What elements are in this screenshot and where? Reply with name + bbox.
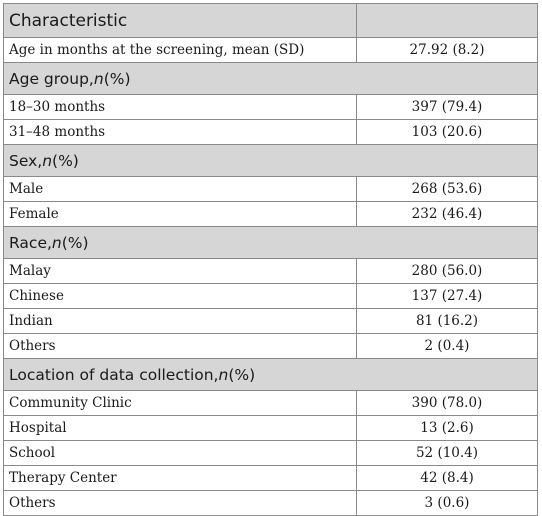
section-label-text: Sex, bbox=[9, 152, 42, 170]
table-row: 18–30 months 397 (79.4) bbox=[4, 94, 537, 119]
table-header-row: Characteristic bbox=[4, 4, 537, 37]
table-row: Male 268 (53.6) bbox=[4, 176, 537, 201]
section-row: Location of data collection, n (%) bbox=[4, 358, 537, 390]
table-row: Therapy Center 42 (8.4) bbox=[4, 465, 537, 490]
row-value: 27.92 (8.2) bbox=[357, 38, 537, 62]
section-label-text: Race, bbox=[9, 234, 52, 252]
row-value: 42 (8.4) bbox=[357, 466, 537, 490]
table-row: Malay 280 (56.0) bbox=[4, 258, 537, 283]
table-row: 31–48 months 103 (20.6) bbox=[4, 119, 537, 144]
characteristics-table: Characteristic Age in months at the scre… bbox=[3, 3, 538, 516]
header-characteristic: Characteristic bbox=[4, 4, 357, 37]
section-label-text: Location of data collection, bbox=[9, 366, 219, 384]
row-value: 397 (79.4) bbox=[357, 95, 537, 119]
table-row: Chinese 137 (27.4) bbox=[4, 283, 537, 308]
row-value: 3 (0.6) bbox=[357, 491, 537, 515]
row-value: 268 (53.6) bbox=[357, 177, 537, 201]
section-row: Age group, n (%) bbox=[4, 62, 537, 94]
row-label: 18–30 months bbox=[4, 95, 357, 119]
row-label: School bbox=[4, 441, 357, 465]
section-label-n: n bbox=[52, 234, 62, 252]
row-label: Others bbox=[4, 334, 357, 358]
section-label-suffix: (%) bbox=[104, 70, 131, 88]
table-row: Hospital 13 (2.6) bbox=[4, 415, 537, 440]
table-row: Others 3 (0.6) bbox=[4, 490, 537, 515]
row-value: 232 (46.4) bbox=[357, 202, 537, 226]
row-label: Hospital bbox=[4, 416, 357, 440]
table-row: Others 2 (0.4) bbox=[4, 333, 537, 358]
section-label: Race, n (%) bbox=[4, 227, 537, 258]
section-label-n: n bbox=[94, 70, 104, 88]
section-label: Age group, n (%) bbox=[4, 63, 537, 94]
section-label: Location of data collection, n (%) bbox=[4, 359, 537, 390]
row-label: Female bbox=[4, 202, 357, 226]
row-value: 137 (27.4) bbox=[357, 284, 537, 308]
section-label-suffix: (%) bbox=[62, 234, 89, 252]
row-value: 2 (0.4) bbox=[357, 334, 537, 358]
section-label-text: Age group, bbox=[9, 70, 94, 88]
row-label: Age in months at the screening, mean (SD… bbox=[4, 38, 357, 62]
section-label-n: n bbox=[219, 366, 229, 384]
row-label: 31–48 months bbox=[4, 120, 357, 144]
section-label-suffix: (%) bbox=[228, 366, 255, 384]
row-label: Community Clinic bbox=[4, 391, 357, 415]
row-label: Therapy Center bbox=[4, 466, 357, 490]
row-label: Chinese bbox=[4, 284, 357, 308]
section-row: Sex, n (%) bbox=[4, 144, 537, 176]
row-label: Indian bbox=[4, 309, 357, 333]
table-row: Age in months at the screening, mean (SD… bbox=[4, 37, 537, 62]
header-value bbox=[357, 4, 537, 37]
section-label: Sex, n (%) bbox=[4, 145, 537, 176]
table-row: Female 232 (46.4) bbox=[4, 201, 537, 226]
row-label: Others bbox=[4, 491, 357, 515]
table-row: School 52 (10.4) bbox=[4, 440, 537, 465]
row-label: Malay bbox=[4, 259, 357, 283]
row-value: 103 (20.6) bbox=[357, 120, 537, 144]
table-row: Community Clinic 390 (78.0) bbox=[4, 390, 537, 415]
row-value: 280 (56.0) bbox=[357, 259, 537, 283]
section-row: Race, n (%) bbox=[4, 226, 537, 258]
section-label-suffix: (%) bbox=[52, 152, 79, 170]
table-row: Indian 81 (16.2) bbox=[4, 308, 537, 333]
section-label-n: n bbox=[42, 152, 52, 170]
row-value: 52 (10.4) bbox=[357, 441, 537, 465]
row-label: Male bbox=[4, 177, 357, 201]
row-value: 390 (78.0) bbox=[357, 391, 537, 415]
row-value: 81 (16.2) bbox=[357, 309, 537, 333]
row-value: 13 (2.6) bbox=[357, 416, 537, 440]
